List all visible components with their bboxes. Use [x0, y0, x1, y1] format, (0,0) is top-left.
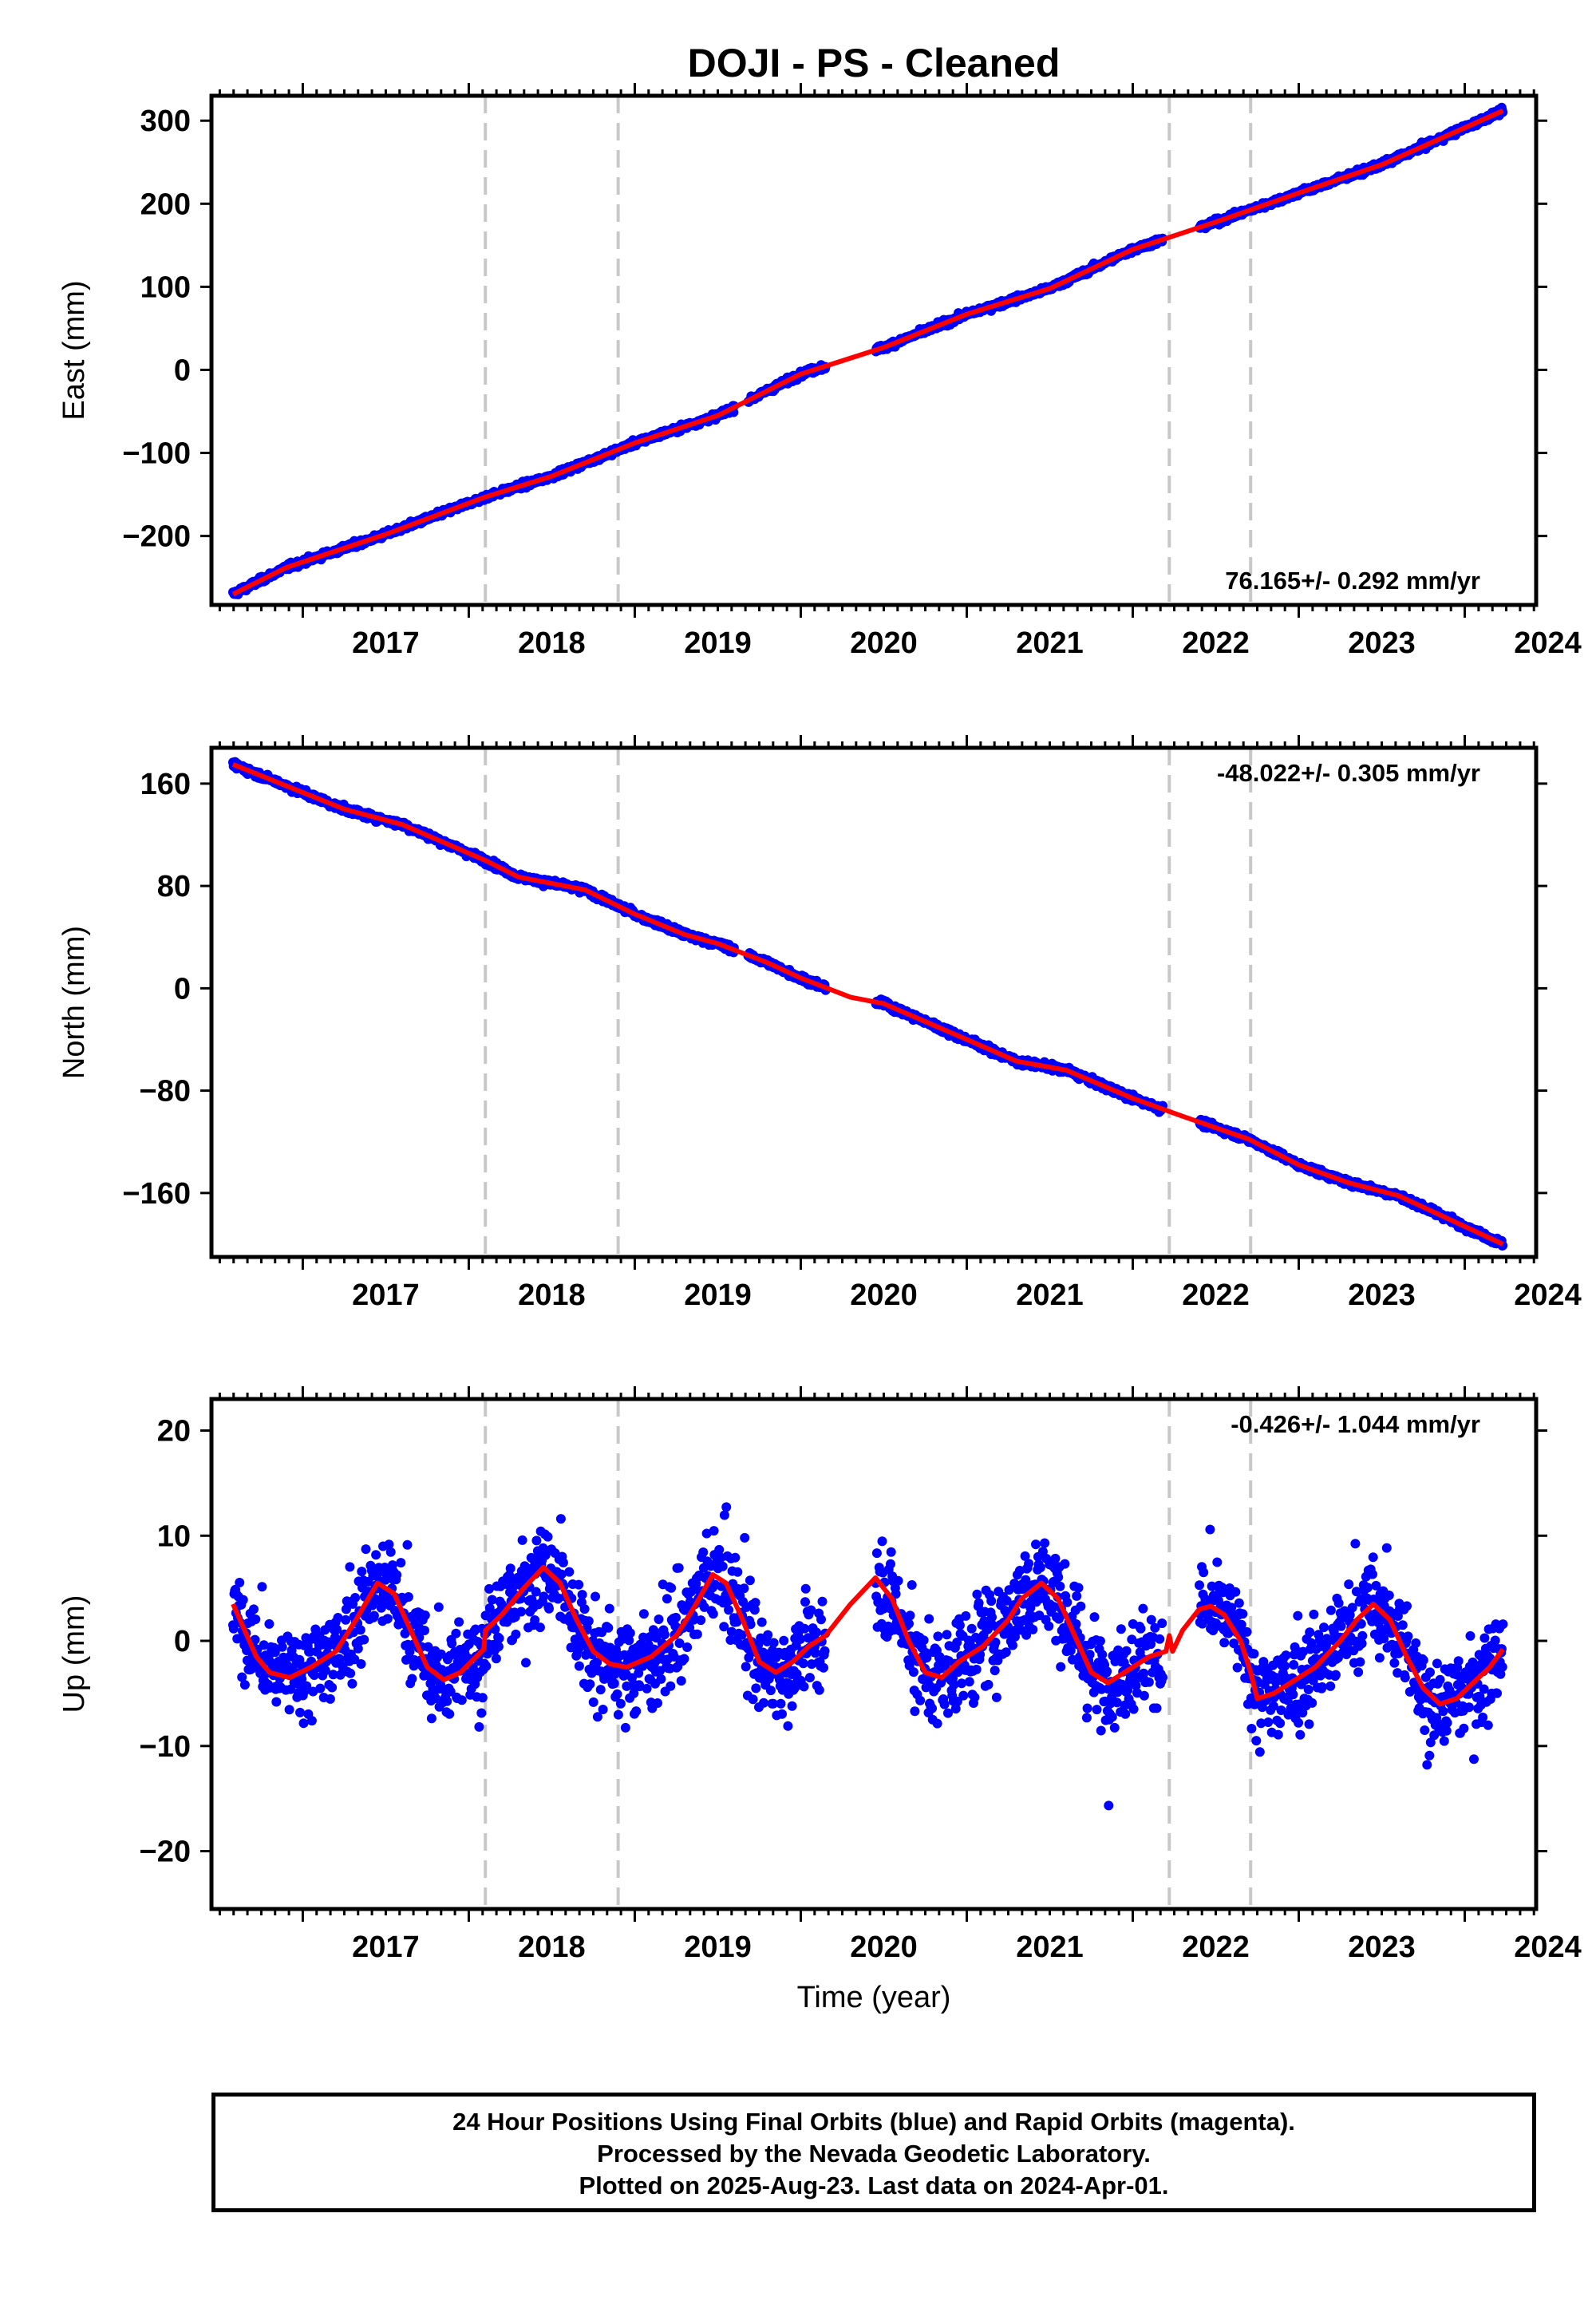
y-tick-label: −200 [122, 520, 191, 554]
y-tick-label: −100 [122, 437, 191, 471]
x-tick-label: 2019 [684, 626, 752, 660]
y-tick-label: 0 [174, 354, 191, 387]
x-tick-label: 2017 [352, 626, 420, 660]
x-tick-label: 2020 [850, 626, 918, 660]
figure-title: DOJI - PS - Cleaned [688, 41, 1061, 85]
panel-north: 2017 2018 2019 2020 2021 2022 2023 2024160800−8… [57, 735, 1582, 1312]
x-tick-label: 2018 [518, 626, 586, 660]
east-y-axis-label: East (mm) [57, 280, 91, 420]
x-tick-label: 2024 [1514, 626, 1582, 660]
y-tick-label: 300 [140, 105, 191, 138]
panel-east: 2017 2018 2019 2020 2021 2022 2023 2024 300 200 10… [57, 83, 1582, 660]
y-tick-label: 200 [140, 188, 191, 221]
x-tick-label: 2022 [1182, 626, 1250, 660]
east-velocity-label: 76.165+/- 0.292 mm/yr [1225, 567, 1480, 595]
y-tick-label: 100 [140, 271, 191, 304]
x-tick-label: 2021 [1016, 626, 1084, 660]
x-tick-label: 2023 [1348, 626, 1416, 660]
